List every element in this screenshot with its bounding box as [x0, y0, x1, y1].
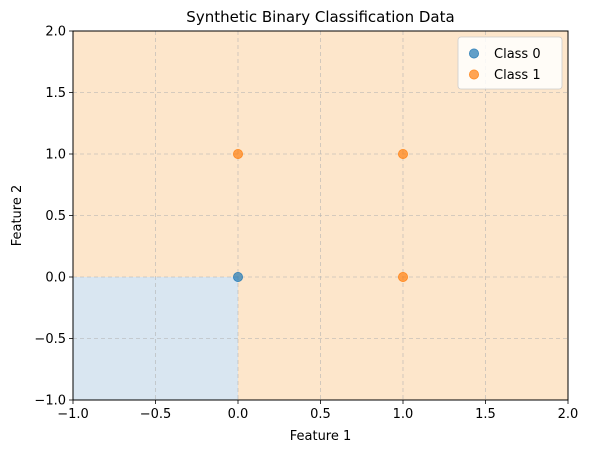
data-point-series-1-0 [232, 148, 243, 159]
x-tick-label: 1.0 [393, 407, 414, 422]
x-tick-label: 2.0 [558, 407, 579, 422]
data-point-series-1-2 [397, 148, 408, 159]
y-tick-label: 1.0 [45, 148, 66, 163]
legend-label: Class 1 [494, 68, 541, 83]
x-tick-label: 0.0 [228, 407, 249, 422]
y-tick-label: 0.5 [45, 209, 66, 224]
y-tick-label: 2.0 [45, 25, 66, 40]
y-axis-label: Feature 2 [10, 185, 25, 247]
legend: Class 0 Class 1 [457, 36, 563, 90]
y-tick-label: 0.0 [45, 271, 66, 286]
y-tick-label: −1.0 [34, 394, 66, 409]
x-tick-label: 0.5 [310, 407, 331, 422]
data-point-series-0-0 [232, 271, 243, 282]
legend-marker [468, 69, 479, 80]
x-tick-label: 1.5 [475, 407, 496, 422]
x-tick-label: −1.0 [57, 407, 89, 422]
y-tick-label: −0.5 [34, 332, 66, 347]
axis-ticks: −1.0 −0.5 0.0 0.5 1.0 1.5 2.0 −1.0 −0.5 0.0 0.5 1.0… [34, 25, 578, 423]
x-tick-label: −0.5 [140, 407, 172, 422]
data-points [232, 148, 408, 282]
legend-label: Class 0 [494, 47, 541, 62]
y-tick-label: 1.5 [45, 86, 66, 101]
legend-marker [468, 48, 479, 59]
data-point-series-1-1 [397, 271, 408, 282]
legend-box [457, 36, 563, 90]
x-axis-label: Feature 1 [290, 429, 352, 444]
chart-title: Synthetic Binary Classification Data [186, 8, 454, 26]
